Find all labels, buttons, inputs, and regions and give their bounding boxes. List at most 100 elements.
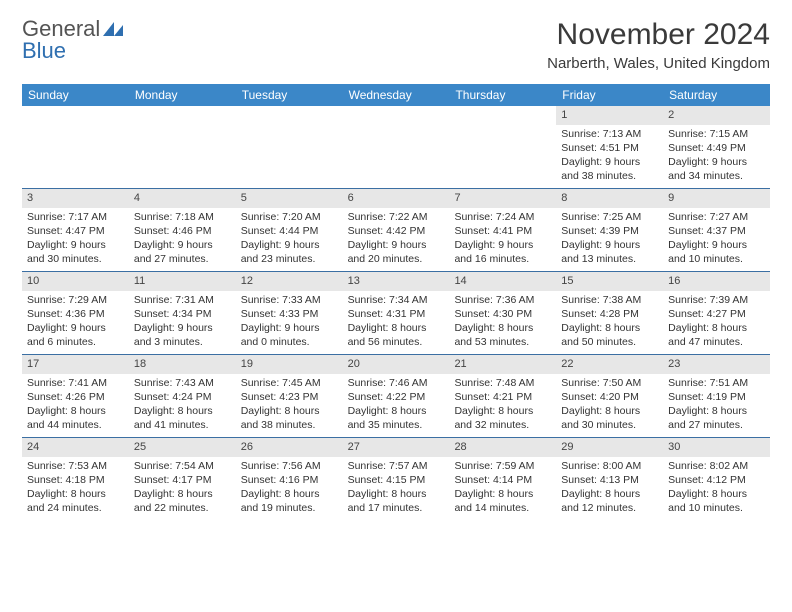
brand-word-1: General [22, 18, 100, 40]
day-cell: 2Sunrise: 7:15 AMSunset: 4:49 PMDaylight… [663, 106, 770, 188]
day-cell: 20Sunrise: 7:46 AMSunset: 4:22 PMDayligh… [343, 355, 450, 437]
month-title: November 2024 [547, 18, 770, 52]
day-cell: 4Sunrise: 7:18 AMSunset: 4:46 PMDaylight… [129, 189, 236, 271]
sunset-text: Sunset: 4:28 PM [561, 307, 658, 321]
daylight-text: Daylight: 9 hours and 10 minutes. [668, 238, 765, 266]
sunset-text: Sunset: 4:20 PM [561, 390, 658, 404]
day-cell: 24Sunrise: 7:53 AMSunset: 4:18 PMDayligh… [22, 438, 129, 520]
day-number: 12 [236, 272, 343, 291]
day-number: 10 [22, 272, 129, 291]
day-cell: 14Sunrise: 7:36 AMSunset: 4:30 PMDayligh… [449, 272, 556, 354]
sunset-text: Sunset: 4:22 PM [348, 390, 445, 404]
day-cell: 3Sunrise: 7:17 AMSunset: 4:47 PMDaylight… [22, 189, 129, 271]
sunrise-text: Sunrise: 7:25 AM [561, 210, 658, 224]
sunrise-text: Sunrise: 7:34 AM [348, 293, 445, 307]
day-cell: 23 Sunrise: 7:51 AMSunset: 4:19 PMDayligh… [663, 355, 770, 437]
day-body: Sunrise: 7:17 AMSunset: 4:47 PMDaylight:… [22, 208, 129, 271]
sunrise-text: Sunrise: 7:51 AM [668, 376, 765, 390]
sunrise-text: Sunrise: 7:38 AM [561, 293, 658, 307]
daylight-text: Daylight: 9 hours and 16 minutes. [454, 238, 551, 266]
weekday-header-row: SundayMondayTuesdayWednesdayThursdayFrid… [22, 84, 770, 106]
sunset-text: Sunset: 4:17 PM [134, 473, 231, 487]
day-body: Sunrise: 7:43 AMSunset: 4:24 PMDaylight:… [129, 374, 236, 437]
day-number: 25 [129, 438, 236, 457]
sunrise-text: Sunrise: 7:41 AM [27, 376, 124, 390]
daylight-text: Daylight: 9 hours and 13 minutes. [561, 238, 658, 266]
day-number: 6 [343, 189, 450, 208]
day-number: 23 [663, 355, 770, 374]
week-row: 3Sunrise: 7:17 AMSunset: 4:47 PMDaylight… [22, 188, 770, 271]
daylight-text: Daylight: 9 hours and 34 minutes. [668, 155, 765, 183]
day-number: 2 [663, 106, 770, 125]
sunset-text: Sunset: 4:19 PM [668, 390, 765, 404]
sunset-text: Sunset: 4:18 PM [27, 473, 124, 487]
day-number: 3 [22, 189, 129, 208]
sunrise-text: Sunrise: 7:53 AM [27, 459, 124, 473]
sunset-text: Sunset: 4:41 PM [454, 224, 551, 238]
sunset-text: Sunset: 4:15 PM [348, 473, 445, 487]
day-body: Sunrise: 7:15 AMSunset: 4:49 PMDaylight:… [663, 125, 770, 188]
sunrise-text: Sunrise: 7:18 AM [134, 210, 231, 224]
daylight-text: Daylight: 8 hours and 27 minutes. [668, 404, 765, 432]
title-block: November 2024 Narberth, Wales, United Ki… [547, 18, 770, 72]
day-number: 19 [236, 355, 343, 374]
sunset-text: Sunset: 4:31 PM [348, 307, 445, 321]
sunrise-text: Sunrise: 7:31 AM [134, 293, 231, 307]
day-cell: 16Sunrise: 7:39 AMSunset: 4:27 PMDayligh… [663, 272, 770, 354]
header: General Blue November 2024 Narberth, Wal… [22, 18, 770, 72]
day-body: Sunrise: 7:38 AMSunset: 4:28 PMDaylight:… [556, 291, 663, 354]
daylight-text: Daylight: 8 hours and 44 minutes. [27, 404, 124, 432]
weekday-header: Monday [129, 84, 236, 106]
day-body: Sunrise: 7:56 AMSunset: 4:16 PMDaylight:… [236, 457, 343, 520]
sunset-text: Sunset: 4:14 PM [454, 473, 551, 487]
weekday-header: Sunday [22, 84, 129, 106]
day-cell: 17Sunrise: 7:41 AMSunset: 4:26 PMDayligh… [22, 355, 129, 437]
day-number: 22 [556, 355, 663, 374]
day-body: Sunrise: 8:00 AMSunset: 4:13 PMDaylight:… [556, 457, 663, 520]
daylight-text: Daylight: 8 hours and 38 minutes. [241, 404, 338, 432]
weekday-header: Saturday [663, 84, 770, 106]
day-number: 5 [236, 189, 343, 208]
daylight-text: Daylight: 8 hours and 24 minutes. [27, 487, 124, 515]
daylight-text: Daylight: 8 hours and 32 minutes. [454, 404, 551, 432]
sunrise-text: Sunrise: 7:48 AM [454, 376, 551, 390]
day-body: Sunrise: 7:27 AMSunset: 4:37 PMDaylight:… [663, 208, 770, 271]
day-cell: 10Sunrise: 7:29 AMSunset: 4:36 PMDayligh… [22, 272, 129, 354]
day-number: 7 [449, 189, 556, 208]
day-cell [236, 106, 343, 188]
weekday-header: Wednesday [343, 84, 450, 106]
sunrise-text: Sunrise: 7:54 AM [134, 459, 231, 473]
sunrise-text: Sunrise: 7:33 AM [241, 293, 338, 307]
day-body: Sunrise: 7:18 AMSunset: 4:46 PMDaylight:… [129, 208, 236, 271]
day-body: Sunrise: 7:54 AMSunset: 4:17 PMDaylight:… [129, 457, 236, 520]
sunset-text: Sunset: 4:23 PM [241, 390, 338, 404]
day-cell: 30Sunrise: 8:02 AMSunset: 4:12 PMDayligh… [663, 438, 770, 520]
week-row: 24Sunrise: 7:53 AMSunset: 4:18 PMDayligh… [22, 437, 770, 520]
day-number: 13 [343, 272, 450, 291]
logo-icon [103, 18, 125, 40]
day-body: Sunrise: 7:59 AMSunset: 4:14 PMDaylight:… [449, 457, 556, 520]
day-cell: 28Sunrise: 7:59 AMSunset: 4:14 PMDayligh… [449, 438, 556, 520]
sunset-text: Sunset: 4:46 PM [134, 224, 231, 238]
daylight-text: Daylight: 8 hours and 50 minutes. [561, 321, 658, 349]
day-number: 15 [556, 272, 663, 291]
sunrise-text: Sunrise: 7:57 AM [348, 459, 445, 473]
daylight-text: Daylight: 8 hours and 14 minutes. [454, 487, 551, 515]
daylight-text: Daylight: 8 hours and 35 minutes. [348, 404, 445, 432]
week-row: 10Sunrise: 7:29 AMSunset: 4:36 PMDayligh… [22, 271, 770, 354]
day-number: 16 [663, 272, 770, 291]
sunrise-text: Sunrise: 7:59 AM [454, 459, 551, 473]
day-number: 21 [449, 355, 556, 374]
sunset-text: Sunset: 4:49 PM [668, 141, 765, 155]
sunrise-text: Sunrise: 8:02 AM [668, 459, 765, 473]
day-number: 30 [663, 438, 770, 457]
daylight-text: Daylight: 9 hours and 38 minutes. [561, 155, 658, 183]
day-body: Sunrise: 7:22 AMSunset: 4:42 PMDaylight:… [343, 208, 450, 271]
sunrise-text: Sunrise: 7:43 AM [134, 376, 231, 390]
daylight-text: Daylight: 9 hours and 0 minutes. [241, 321, 338, 349]
day-number: 18 [129, 355, 236, 374]
day-body: Sunrise: 7:48 AMSunset: 4:21 PMDaylight:… [449, 374, 556, 437]
day-cell [449, 106, 556, 188]
sunset-text: Sunset: 4:12 PM [668, 473, 765, 487]
daylight-text: Daylight: 9 hours and 20 minutes. [348, 238, 445, 266]
